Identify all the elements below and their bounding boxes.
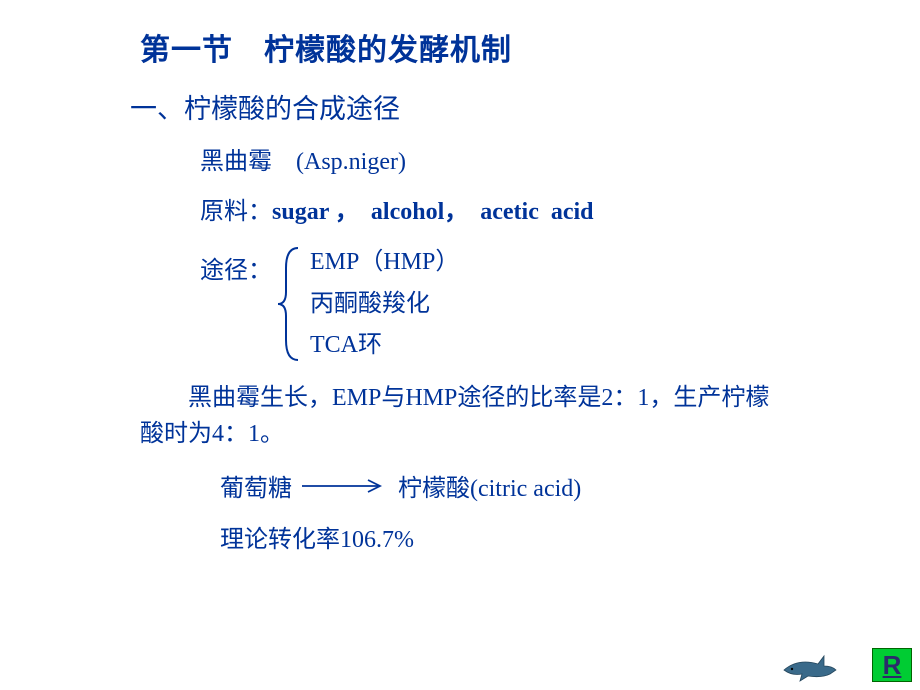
section-title: 第一节 柠檬酸的发酵机制: [140, 25, 860, 69]
path-item: TCA环: [310, 331, 459, 360]
r-button[interactable]: R: [872, 648, 912, 682]
reaction-line: 葡萄糖 柠檬酸(citric acid): [220, 468, 860, 503]
brace-icon: [276, 244, 304, 364]
ratio-paragraph: 黑曲霉生长，EMP与HMP途径的比率是2：1，生产柠檬酸时为4：1。: [140, 380, 790, 452]
organism-line: 黑曲霉 (Asp.niger): [200, 144, 860, 180]
shark-icon[interactable]: [778, 652, 840, 682]
pathway-block: 途径： EMP（HMP） 丙酮酸羧化 TCA环: [200, 244, 860, 364]
raw-materials-line: 原料：sugar ， alcohol， acetic acid: [200, 194, 860, 230]
pathway-label: 途径：: [200, 244, 276, 364]
reaction-to: 柠檬酸(citric acid): [398, 468, 581, 503]
subsection-heading: 一、柠檬酸的合成途径: [130, 87, 860, 126]
raw-value: sugar ， alcohol， acetic acid: [272, 199, 594, 225]
path-item: 丙酮酸羧化: [310, 290, 459, 319]
raw-label: 原料：: [200, 199, 272, 225]
path-item: EMP（HMP）: [310, 248, 459, 277]
reaction-from: 葡萄糖: [220, 468, 292, 503]
conversion-rate: 理论转化率106.7%: [220, 519, 860, 554]
arrow-icon: [302, 478, 388, 494]
